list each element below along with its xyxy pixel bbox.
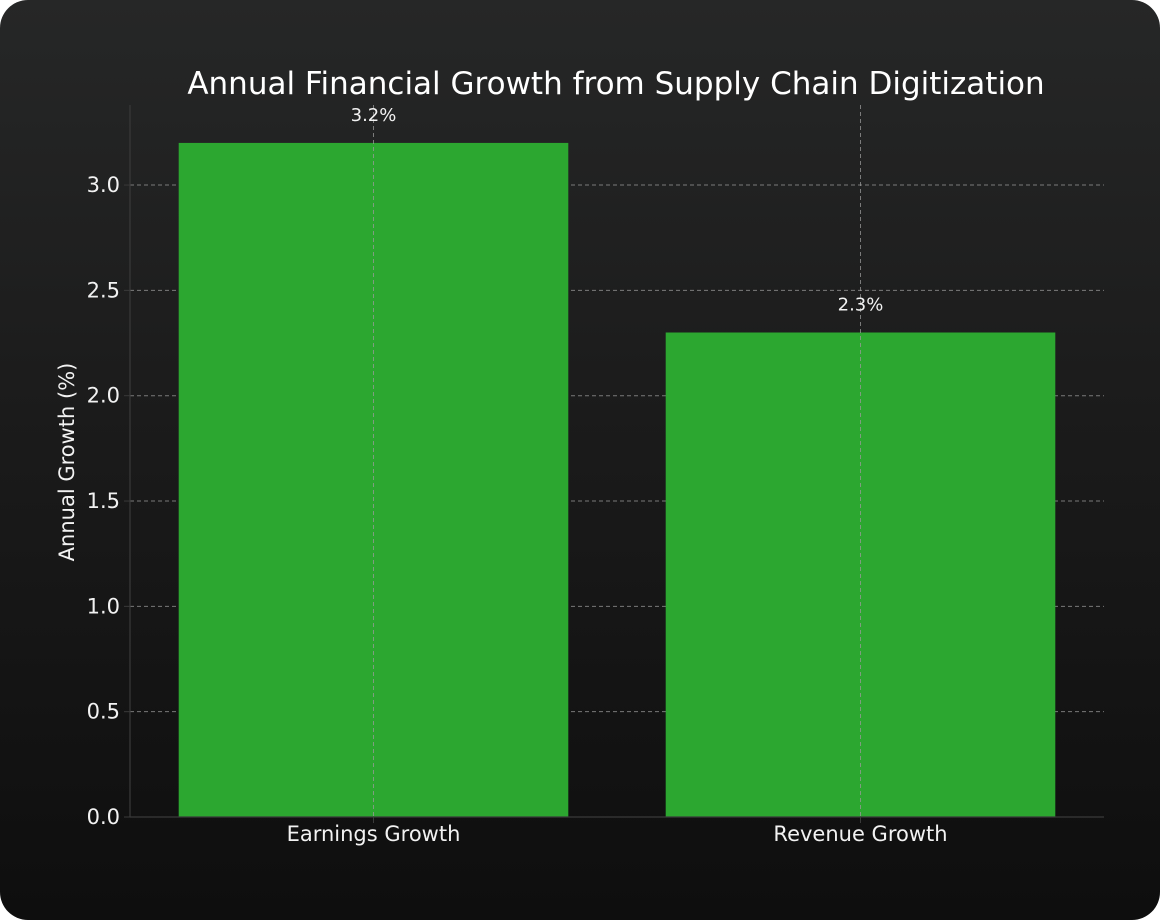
y-axis-label: Annual Growth (%): [55, 363, 79, 562]
labels-layer: 0.0 0.5 1.0 1.5 2.0 2.5 3.0 Earnings Growth Reve…: [87, 105, 948, 846]
bars-layer: [178, 142, 1056, 817]
axis-layer: [124, 105, 1104, 823]
bar-value-label: 2.3%: [838, 295, 884, 316]
y-tick-label: 1.5: [87, 489, 120, 513]
chart-title: Annual Financial Growth from Supply Chai…: [187, 66, 1044, 102]
y-tick-label: 2.5: [87, 278, 120, 302]
y-tick-label: 0.0: [87, 805, 120, 829]
y-tick-label: 1.0: [87, 594, 120, 618]
x-tick-label: Earnings Growth: [287, 822, 461, 846]
y-tick-label: 3.0: [87, 173, 120, 197]
x-tick-label: Revenue Growth: [773, 822, 947, 846]
bar-value-label: 3.2%: [351, 105, 397, 126]
y-tick-label: 2.0: [87, 384, 120, 408]
y-tick-label: 0.5: [87, 700, 120, 724]
